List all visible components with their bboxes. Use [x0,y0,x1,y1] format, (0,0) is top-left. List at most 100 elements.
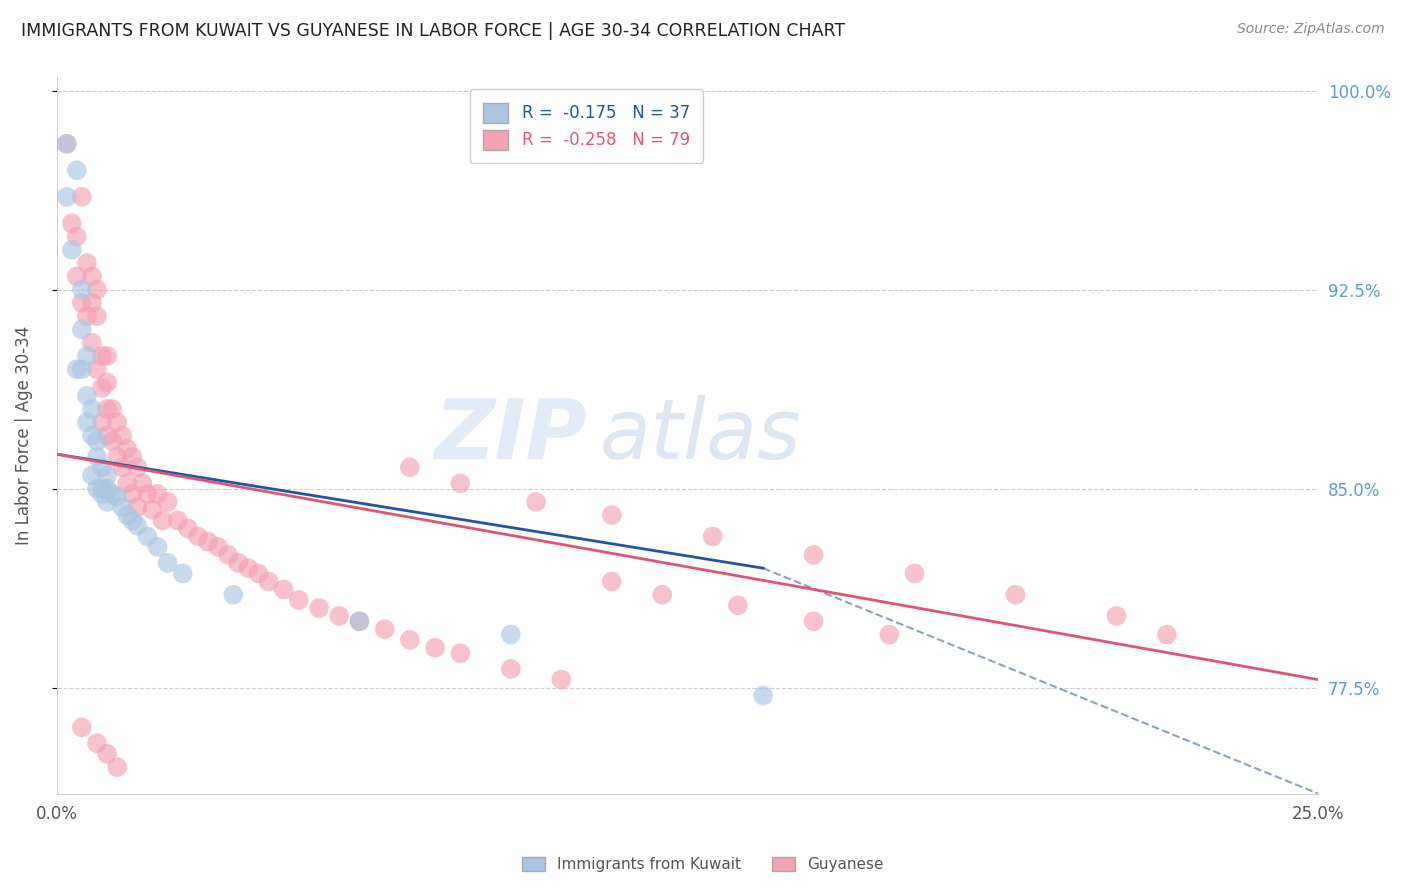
Point [152,513,174,527]
Point [66,163,89,178]
Point [166,513,188,527]
Point [136,529,159,543]
Point [80,335,103,350]
Point [349,614,371,628]
Point [76,349,98,363]
Text: Source: ZipAtlas.com: Source: ZipAtlas.com [1237,22,1385,37]
Point [111,500,134,515]
Point [101,434,124,448]
Point [197,534,219,549]
Point [308,601,330,615]
Point [600,574,623,589]
Point [66,229,89,244]
Text: IMMIGRANTS FROM KUWAIT VS GUYANESE IN LABOR FORCE | AGE 30-34 CORRELATION CHART: IMMIGRANTS FROM KUWAIT VS GUYANESE IN LA… [21,22,845,40]
Point [55,136,77,151]
Y-axis label: In Labor Force | Age 30-34: In Labor Force | Age 30-34 [15,326,32,545]
Point [238,561,260,575]
Point [803,548,825,562]
Point [80,428,103,442]
Point [499,662,522,676]
Point [752,689,775,703]
Point [288,593,311,607]
Point [374,622,396,636]
Text: atlas: atlas [599,395,801,476]
Point [96,349,118,363]
Point [207,540,229,554]
Point [96,402,118,417]
Point [80,468,103,483]
Point [86,309,108,323]
Point [96,495,118,509]
Point [121,487,143,501]
Point [55,190,77,204]
Point [727,599,749,613]
Point [146,487,169,501]
Point [96,482,118,496]
Point [91,381,114,395]
Point [111,428,134,442]
Point [76,309,98,323]
Point [449,646,471,660]
Point [903,566,925,581]
Point [127,500,149,515]
Point [127,518,149,533]
Point [449,476,471,491]
Point [70,296,93,310]
Point [217,548,239,562]
Point [222,588,245,602]
Point [96,747,118,761]
Point [146,540,169,554]
Point [117,476,139,491]
Point [156,495,179,509]
Point [96,376,118,390]
Point [136,487,159,501]
Point [524,495,547,509]
Point [423,640,446,655]
Point [76,256,98,270]
Point [328,609,350,624]
Point [70,322,93,336]
Point [60,243,83,257]
Point [651,588,673,602]
Point [70,362,93,376]
Point [70,190,93,204]
Point [257,574,280,589]
Point [91,349,114,363]
Point [247,566,270,581]
Point [91,460,114,475]
Point [879,627,901,641]
Point [273,582,295,597]
Point [1004,588,1026,602]
Point [86,434,108,448]
Point [131,476,153,491]
Point [91,487,114,501]
Point [105,450,128,464]
Point [399,460,422,475]
Point [156,556,179,570]
Legend: R =  -0.175   N = 37, R =  -0.258   N = 79: R = -0.175 N = 37, R = -0.258 N = 79 [470,89,703,163]
Point [141,503,163,517]
Point [600,508,623,523]
Point [86,283,108,297]
Point [702,529,724,543]
Point [105,490,128,504]
Point [803,614,825,628]
Point [499,627,522,641]
Point [399,632,422,647]
Point [1156,627,1178,641]
Point [96,468,118,483]
Point [349,614,371,628]
Point [66,362,89,376]
Point [105,760,128,774]
Point [550,673,572,687]
Point [177,521,200,535]
Point [1105,609,1128,624]
Point [86,450,108,464]
Text: ZIP: ZIP [434,395,586,476]
Point [121,513,143,527]
Point [70,720,93,734]
Point [105,415,128,429]
Point [80,269,103,284]
Point [86,482,108,496]
Point [86,736,108,750]
